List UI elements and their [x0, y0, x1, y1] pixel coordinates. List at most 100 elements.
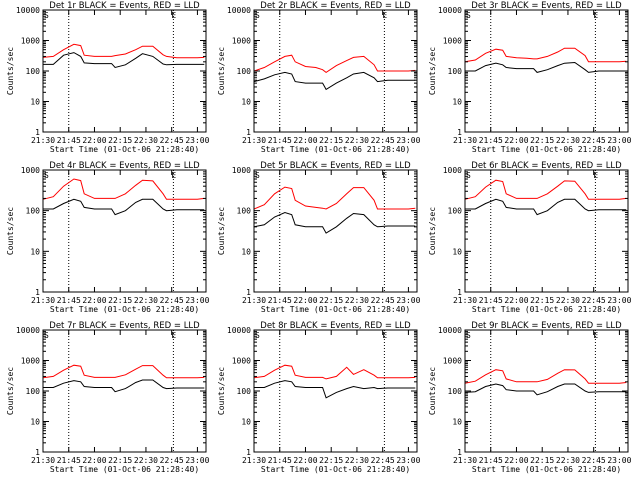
- end-mark: E: [593, 331, 598, 340]
- y-tick-label: 1: [35, 448, 40, 457]
- x-tick-label: 22:30: [345, 456, 369, 465]
- y-tick-label: 100: [237, 207, 252, 216]
- x-tick-label: 22:30: [556, 296, 580, 305]
- x-tick-label: 22:00: [82, 296, 106, 305]
- chart-title: Det 7r BLACK = Events, RED = LLD: [49, 321, 200, 331]
- y-tick-label: 100: [26, 67, 41, 76]
- y-tick-label: 10000: [16, 326, 40, 335]
- x-tick-label: 22:45: [371, 136, 395, 145]
- events-series-line: [254, 380, 416, 399]
- y-tick-label: 1: [35, 128, 40, 137]
- start-mark: S: [255, 11, 260, 20]
- lld-series-line: [253, 186, 416, 210]
- events-series-line: [253, 71, 416, 91]
- chart-title: Det 8r BLACK = Events, RED = LLD: [260, 321, 411, 331]
- end-mark: E: [382, 171, 387, 180]
- y-tick-label: 1: [35, 288, 40, 297]
- chart-panel-4: Det 4r BLACK = Events, RED = LLD 21:30 21:…: [6, 161, 210, 314]
- plot-frame: [464, 169, 629, 293]
- x-tick-label: 22:45: [582, 296, 606, 305]
- x-tick-label: 22:00: [293, 296, 317, 305]
- events-series-line: [43, 198, 205, 216]
- chart-title: Det 9r BLACK = Events, RED = LLD: [471, 321, 622, 331]
- plot-frame: [42, 169, 207, 293]
- lld-series-line: [253, 54, 416, 74]
- chart-title: Det 2r BLACK = Events, RED = LLD: [260, 1, 411, 11]
- end-mark: E: [171, 171, 176, 180]
- x-tick-label: 22:45: [582, 136, 606, 145]
- y-tick-label: 10: [30, 418, 40, 427]
- lld-series-line: [42, 178, 205, 200]
- y-tick-label: 10: [452, 98, 462, 107]
- y-tick-label: 10: [452, 418, 462, 427]
- chart-title: Det 4r BLACK = Events, RED = LLD: [49, 161, 200, 171]
- y-axis-label: Counts/sec: [428, 47, 437, 95]
- y-tick-label: 1000: [443, 166, 462, 175]
- chart-title: Det 1r BLACK = Events, RED = LLD: [49, 1, 200, 11]
- y-tick-label: 10000: [227, 6, 251, 15]
- x-tick-label: 22:00: [293, 136, 317, 145]
- y-tick-label: 10: [241, 247, 251, 256]
- x-tick-label: 22:45: [160, 456, 184, 465]
- x-tick-label: 21:45: [479, 136, 503, 145]
- x-tick-label: 21:45: [268, 296, 292, 305]
- x-axis-label: Start Time (01-Oct-06 21:28:40): [472, 305, 621, 314]
- y-tick-label: 100: [237, 67, 252, 76]
- x-tick-label: 23:00: [607, 456, 631, 465]
- y-tick-label: 1000: [232, 357, 251, 366]
- start-mark: S: [44, 331, 49, 340]
- x-axis-label: Start Time (01-Oct-06 21:28:40): [261, 465, 410, 474]
- lld-series-line: [42, 43, 205, 59]
- x-tick-label: 23:00: [607, 136, 631, 145]
- lld-series-line: [253, 364, 416, 380]
- y-tick-label: 10: [241, 98, 251, 107]
- lld-series-line: [42, 364, 205, 379]
- y-tick-label: 10000: [227, 326, 251, 335]
- x-tick-label: 22:15: [319, 456, 343, 465]
- end-mark: E: [593, 11, 598, 20]
- x-tick-label: 22:00: [82, 136, 106, 145]
- chart-title: Det 3r BLACK = Events, RED = LLD: [471, 1, 622, 11]
- x-axis-label: Start Time (01-Oct-06 21:28:40): [261, 145, 410, 154]
- x-tick-label: 22:15: [108, 456, 132, 465]
- x-tick-label: 21:30: [31, 136, 55, 145]
- x-tick-label: 23:00: [396, 456, 420, 465]
- y-tick-label: 1: [246, 128, 251, 137]
- x-tick-label: 21:45: [57, 296, 81, 305]
- x-tick-label: 21:30: [453, 136, 477, 145]
- x-tick-label: 22:30: [556, 136, 580, 145]
- x-tick-label: 22:45: [582, 456, 606, 465]
- y-tick-label: 100: [26, 387, 41, 396]
- chart-panel-6: Det 6r BLACK = Events, RED = LLD 21:30 21:…: [428, 161, 632, 314]
- y-axis-label: Counts/sec: [6, 367, 15, 415]
- start-mark: S: [255, 331, 260, 340]
- x-tick-label: 22:15: [319, 296, 343, 305]
- y-tick-label: 100: [26, 207, 41, 216]
- x-tick-label: 22:00: [82, 456, 106, 465]
- end-mark: E: [171, 11, 176, 20]
- end-mark: E: [171, 331, 176, 340]
- y-tick-label: 10000: [438, 326, 462, 335]
- y-tick-label: 1000: [21, 357, 40, 366]
- start-mark: S: [466, 331, 471, 340]
- x-tick-label: 23:00: [185, 136, 209, 145]
- x-tick-label: 21:45: [268, 136, 292, 145]
- x-tick-label: 21:30: [31, 296, 55, 305]
- x-tick-label: 23:00: [607, 296, 631, 305]
- y-tick-label: 10: [30, 247, 40, 256]
- y-tick-label: 1: [457, 128, 462, 137]
- events-series-line: [464, 383, 627, 396]
- y-axis-label: Counts/sec: [6, 207, 15, 255]
- x-tick-label: 22:45: [371, 456, 395, 465]
- y-tick-label: 100: [448, 387, 463, 396]
- lld-series-line: [464, 47, 627, 63]
- y-tick-label: 100: [237, 387, 252, 396]
- x-tick-label: 22:30: [345, 296, 369, 305]
- x-tick-label: 22:15: [530, 296, 554, 305]
- x-tick-label: 22:30: [345, 136, 369, 145]
- y-tick-label: 1000: [232, 37, 251, 46]
- x-tick-label: 21:45: [57, 136, 81, 145]
- end-mark: E: [382, 331, 387, 340]
- start-mark: S: [44, 171, 49, 180]
